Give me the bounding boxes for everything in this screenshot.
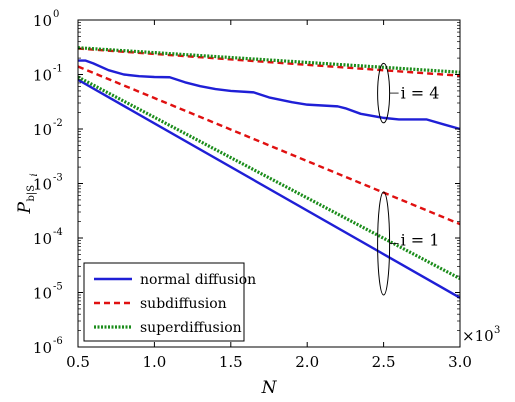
x-tick-label-3: 1.5	[219, 353, 243, 371]
annotation-layer: i = 4 i = 1	[377, 62, 440, 296]
series-line-normal-diffusion-i=4	[78, 59, 460, 131]
series-line-superdiffusion-i=1	[78, 75, 460, 281]
x-tick-label-2: 1.0	[142, 353, 166, 371]
x-tick-label-1: 0.5	[66, 353, 90, 371]
legend: normal diffusion subdiffusion superdiffusi…	[83, 262, 256, 342]
legend-label-normal-diffusion: normal diffusion	[140, 272, 256, 288]
annotation-label-2: i = 1	[401, 230, 440, 249]
annotation-label-1: i = 4	[401, 83, 440, 102]
x-scale-multiplier: ×10	[462, 327, 494, 345]
y-tick-label-5: 10	[33, 230, 52, 248]
y-tick-label-7: 10	[33, 339, 52, 357]
y-tick-exponent-2: -1	[53, 64, 63, 75]
y-axis-label-subscript: b|S	[26, 185, 37, 202]
series-line-superdiffusion-i=4	[78, 46, 460, 74]
series-line-normal-diffusion-i=1	[78, 78, 460, 299]
series-layer	[78, 46, 460, 299]
y-axis-label-subsubscript: i	[29, 173, 40, 176]
legend-box	[83, 262, 245, 342]
y-axis-label: P	[15, 202, 35, 215]
y-tick-label-4: 10	[33, 176, 52, 194]
labels-layer: ×10 3 N Pb|S i	[15, 173, 500, 398]
legend-label-subdiffusion: subdiffusion	[140, 296, 227, 312]
x-tick-label-6: 3.0	[448, 353, 472, 371]
y-tick-label-1: 10	[33, 12, 52, 30]
y-tick-exponent-1: 0	[53, 9, 59, 20]
legend-label-superdiffusion: superdiffusion	[140, 320, 242, 336]
y-tick-exponent-4: -3	[53, 173, 63, 184]
x-scale-exponent: 3	[494, 325, 500, 336]
x-tick-label-5: 2.5	[372, 353, 396, 371]
x-axis-label: N	[261, 378, 278, 398]
x-tick-label-4: 2.0	[295, 353, 319, 371]
y-tick-label-3: 10	[33, 121, 52, 139]
y-tick-label-2: 10	[33, 67, 52, 85]
y-tick-label-6: 10	[33, 285, 52, 303]
y-tick-exponent-6: -5	[53, 282, 63, 293]
y-tick-exponent-3: -2	[53, 118, 63, 129]
y-tick-exponent-5: -4	[53, 227, 63, 238]
series-line-subdiffusion-i=1	[78, 65, 460, 226]
y-tick-exponent-7: -6	[53, 336, 63, 347]
y-axis-label-group: Pb|S i	[15, 173, 40, 214]
